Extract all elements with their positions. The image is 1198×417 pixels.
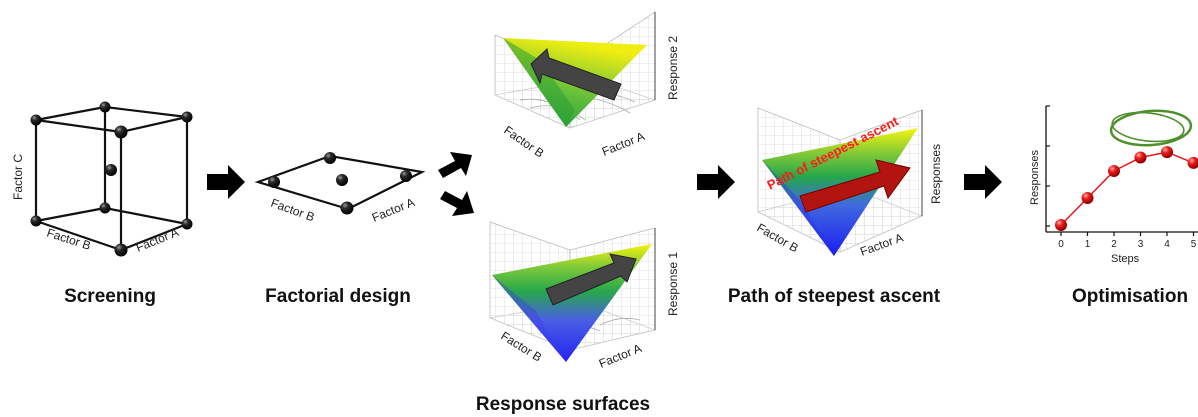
data-point [1134, 151, 1147, 164]
design-point [30, 114, 42, 126]
x-tick-label: 1 [1085, 239, 1091, 250]
arrow-icon [697, 165, 735, 199]
x-tick-label: 3 [1138, 239, 1144, 250]
design-point [114, 243, 128, 257]
optimisation-x-label: Steps [1111, 253, 1140, 265]
x-tick-label: 4 [1164, 239, 1170, 250]
screening-factor-a: Factor A [134, 225, 181, 255]
factorial-title: Factorial design [265, 286, 411, 307]
factorial-factor-a: Factor A [370, 195, 417, 225]
response-1-label: Response 1 [666, 252, 680, 316]
arrow-icon [207, 165, 245, 199]
steepest-surface [756, 107, 924, 256]
design-point [30, 215, 42, 227]
design-point [181, 111, 193, 123]
optimisation-line [1060, 151, 1194, 226]
response-surface-1 [488, 221, 657, 362]
arrow-icon [964, 165, 1002, 199]
data-point [1187, 156, 1198, 169]
design-point [340, 201, 354, 215]
design-point [99, 101, 111, 113]
direction-arrow [545, 253, 637, 306]
design-point [268, 176, 280, 188]
steepest-response-label: Responses [929, 144, 943, 204]
factorial-factor-b: Factor B [269, 196, 316, 225]
rs2-factor-b: Factor B [501, 123, 546, 160]
optimisation-y-label: Responses [1029, 149, 1041, 205]
screening-title: Screening [64, 286, 156, 307]
optimisation-title: Optimisation [1071, 286, 1189, 307]
optimisation-chart: 0 1 2 3 4 5 [1045, 105, 1198, 250]
screening-factor-b: Factor B [45, 226, 92, 253]
factorial-plane [254, 154, 426, 211]
design-point [99, 202, 111, 214]
factorial-points [268, 152, 412, 215]
arrow-icon [440, 191, 474, 216]
path-arrow [799, 159, 911, 213]
response-surfaces-title: Response surfaces [475, 394, 651, 415]
data-point [1161, 146, 1173, 159]
x-tick-label: 0 [1058, 239, 1064, 250]
screening-factor-c: Factor C [11, 154, 25, 200]
response-surface-2 [493, 11, 657, 129]
data-point [1055, 219, 1067, 231]
rs2-factor-a: Factor A [600, 129, 647, 159]
design-point [114, 125, 128, 139]
steepest-title: Path of steepest ascent [727, 286, 941, 307]
design-point [324, 152, 336, 164]
direction-arrow [530, 48, 622, 101]
design-point [181, 218, 193, 230]
x-tick-label: 2 [1111, 239, 1117, 250]
arrow-icon [438, 152, 472, 178]
data-point [1081, 192, 1094, 204]
optimum-highlight [1109, 109, 1193, 147]
rs1-factor-a: Factor A [597, 341, 644, 371]
design-point [400, 170, 412, 182]
screening-cube [34, 105, 189, 252]
screening-points [30, 101, 193, 257]
x-tick-label: 5 [1191, 239, 1197, 250]
design-point [105, 164, 117, 176]
response-2-label: Response 2 [666, 36, 680, 100]
data-point [1108, 165, 1120, 177]
design-point [336, 174, 348, 186]
